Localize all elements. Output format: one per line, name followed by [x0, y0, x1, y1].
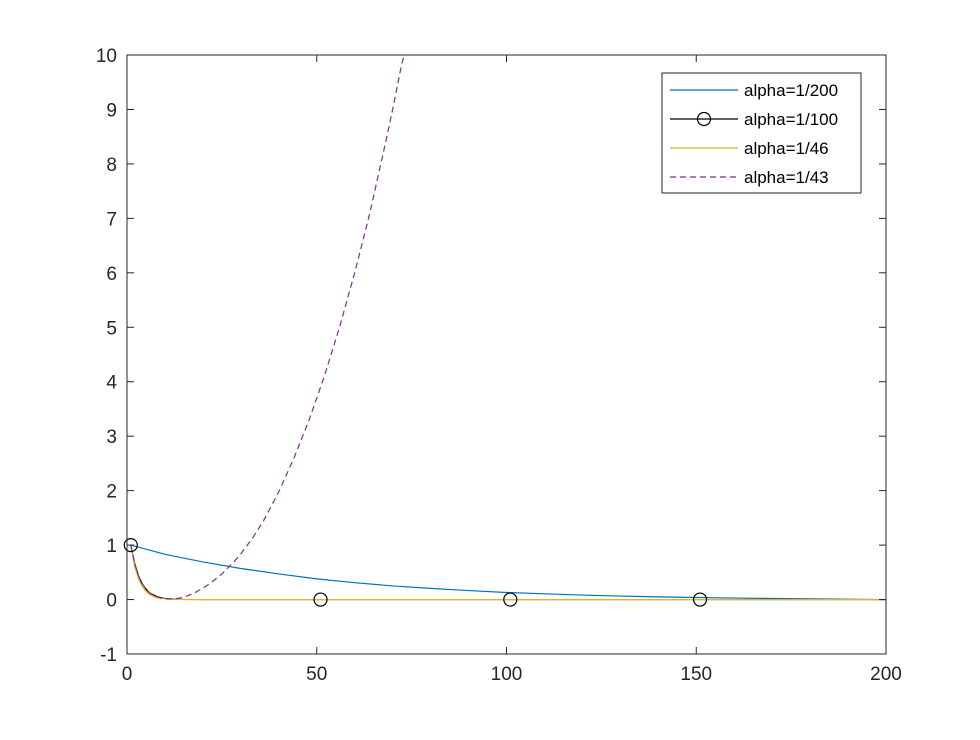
legend-label-4: alpha=1/43 — [744, 168, 829, 187]
y-tick-label: 2 — [106, 482, 117, 503]
y-tick-label: 4 — [106, 373, 117, 394]
y-tick-label: 5 — [106, 318, 117, 339]
y-tick-label: 0 — [106, 591, 117, 612]
legend-label-3: alpha=1/46 — [744, 139, 829, 158]
y-tick-label: 8 — [106, 155, 117, 176]
x-tick-label: 0 — [122, 664, 133, 685]
y-tick-label: -1 — [100, 645, 117, 666]
series-2-marker-1 — [123, 537, 138, 553]
series-line-4 — [130, 55, 405, 600]
legend-label-2: alpha=1/100 — [744, 110, 838, 129]
series-2-marker-4 — [692, 592, 708, 607]
series-line-1 — [130, 544, 886, 601]
series-line-2 — [130, 544, 886, 601]
y-tick-label: 6 — [106, 264, 117, 285]
series-group — [130, 55, 886, 601]
legend-marker-2 — [696, 111, 712, 127]
y-tick-label: 7 — [106, 209, 117, 230]
series-2-marker-3 — [503, 592, 518, 607]
legend-label-1: alpha=1/200 — [744, 81, 838, 100]
y-tick-label: 3 — [106, 427, 117, 448]
x-tick-label: 150 — [680, 664, 712, 685]
y-tick-label: 10 — [96, 46, 117, 67]
x-tick-label: 200 — [870, 664, 902, 685]
plot-layer — [123, 55, 886, 607]
y-tick-label: 1 — [106, 536, 117, 557]
x-tick-label: 100 — [491, 664, 523, 685]
series-2-marker-2 — [313, 592, 328, 607]
legend: alpha=1/200 alpha=1/100 alpha=1/46 alpha=1/… — [661, 72, 862, 194]
x-tick-label: 50 — [306, 664, 327, 685]
legend-box — [661, 72, 862, 194]
y-tick-label: 9 — [106, 100, 117, 121]
series-line-3 — [130, 544, 886, 601]
